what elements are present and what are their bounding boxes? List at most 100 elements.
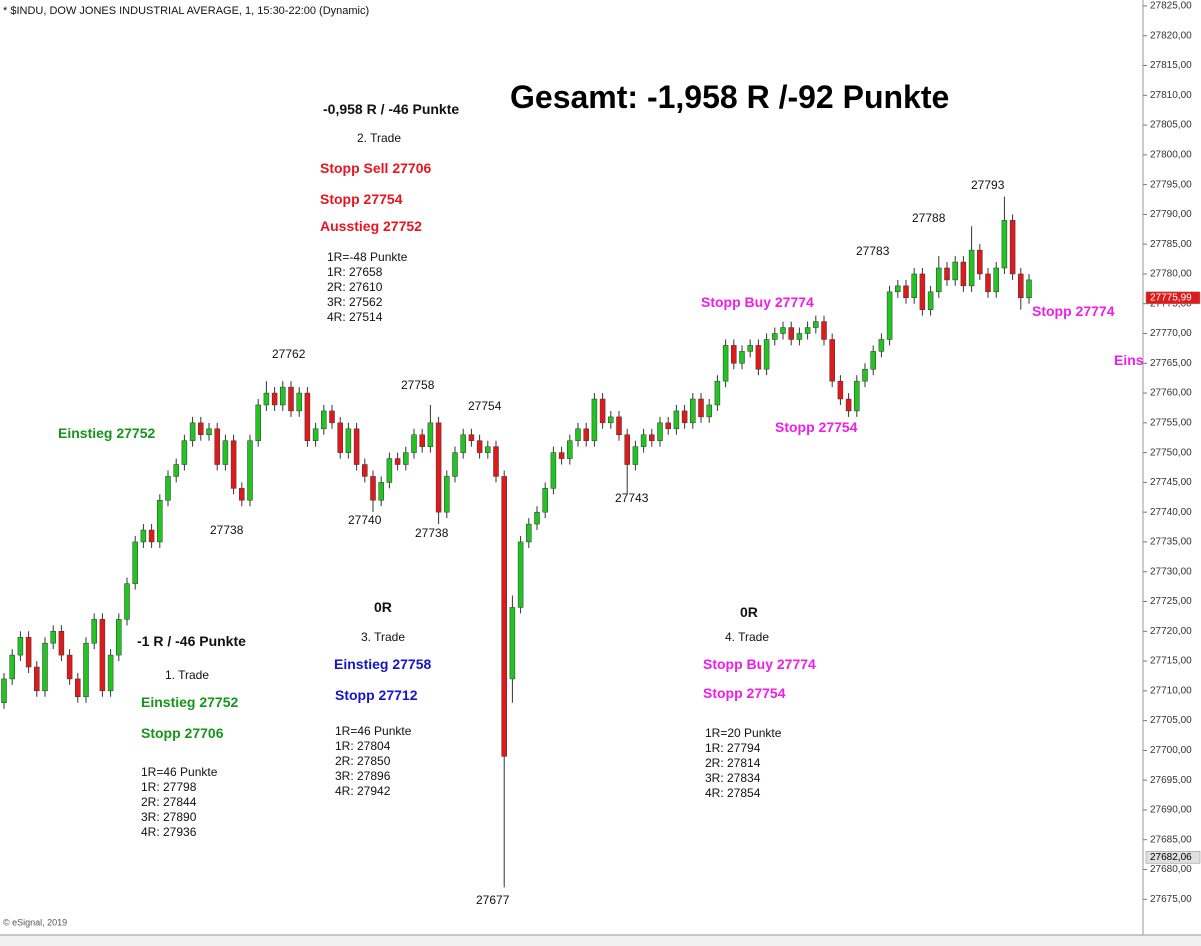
price-marker-label: 27775,99 bbox=[1150, 292, 1192, 303]
annotation: 4R: 27514 bbox=[327, 310, 383, 324]
candle-body bbox=[468, 434, 475, 441]
annotation: 27738 bbox=[210, 523, 244, 537]
candle-body bbox=[476, 440, 483, 453]
candle-body bbox=[280, 386, 286, 406]
candle-body bbox=[124, 583, 130, 620]
candle-body bbox=[813, 321, 819, 328]
candle-body bbox=[157, 500, 163, 543]
candle-body bbox=[296, 392, 302, 412]
annotation: 1. Trade bbox=[165, 668, 210, 682]
annotation: 3R: 27562 bbox=[327, 295, 383, 309]
annotation: Stopp 27754 bbox=[320, 191, 403, 207]
annotation: 3. Trade bbox=[361, 630, 406, 644]
candle-body bbox=[255, 404, 261, 441]
candle-body bbox=[862, 368, 868, 382]
candle-body bbox=[944, 267, 950, 281]
candle-body bbox=[132, 541, 138, 584]
candle-body bbox=[534, 511, 540, 525]
y-tick-label: 27820,00 bbox=[1150, 30, 1192, 41]
candle-body bbox=[886, 291, 893, 340]
candle-body bbox=[66, 654, 73, 680]
annotation: 27740 bbox=[348, 513, 382, 527]
candle-body bbox=[673, 410, 680, 430]
y-tick-label: 27755,00 bbox=[1150, 417, 1192, 428]
candle-body bbox=[977, 249, 983, 275]
candle-body bbox=[550, 452, 557, 489]
candle-body bbox=[337, 422, 343, 453]
candle-body bbox=[821, 321, 827, 340]
annotation: 27677 bbox=[476, 893, 510, 907]
annotation: 1R=46 Punkte bbox=[335, 724, 412, 738]
candle-body bbox=[599, 398, 606, 424]
y-tick-label: 27765,00 bbox=[1150, 358, 1192, 369]
candle-body bbox=[558, 452, 565, 459]
candle-body bbox=[189, 422, 196, 441]
y-tick-label: 27740,00 bbox=[1150, 507, 1192, 518]
candle-body bbox=[34, 666, 40, 692]
annotation: 27754 bbox=[468, 399, 502, 413]
y-tick-label: 27800,00 bbox=[1150, 149, 1192, 160]
candle-body bbox=[329, 410, 335, 424]
annotation: 27793 bbox=[971, 178, 1005, 192]
candle-body bbox=[353, 428, 360, 465]
candle-body bbox=[624, 434, 630, 465]
candle-body bbox=[517, 541, 524, 608]
y-tick-label: 27815,00 bbox=[1150, 60, 1192, 71]
price-marker bbox=[1145, 850, 1201, 864]
candle-body bbox=[763, 339, 770, 370]
candle-body bbox=[509, 607, 516, 680]
candle-body bbox=[575, 428, 581, 441]
annotation: Gesamt: -1,958 R /-92 Punkte bbox=[510, 79, 950, 115]
annotation: 4R: 27942 bbox=[335, 784, 391, 798]
candle-body bbox=[198, 422, 204, 435]
y-tick-label: 27805,00 bbox=[1150, 120, 1192, 131]
candle-body bbox=[657, 422, 663, 441]
annotation: 27738 bbox=[415, 526, 449, 540]
annotation: 27783 bbox=[856, 244, 890, 258]
candle-body bbox=[75, 678, 81, 698]
y-tick-label: 27785,00 bbox=[1150, 239, 1192, 250]
annotation: -1 R / -46 Punkte bbox=[137, 633, 246, 649]
candle-body bbox=[927, 291, 934, 310]
annotation: 27743 bbox=[615, 491, 649, 505]
y-tick-label: 27690,00 bbox=[1150, 805, 1192, 816]
candle-body bbox=[91, 619, 97, 644]
candle-body bbox=[616, 416, 622, 435]
candle-body bbox=[591, 398, 598, 441]
candle-body bbox=[99, 619, 106, 692]
y-tick-label: 27780,00 bbox=[1150, 269, 1192, 280]
annotation: Stopp Buy 27774 bbox=[701, 294, 814, 310]
candle-body bbox=[9, 654, 15, 680]
candle-body bbox=[222, 440, 229, 465]
candle-body bbox=[83, 642, 89, 698]
annotation: Stopp 27712 bbox=[335, 687, 418, 703]
candle-body bbox=[321, 410, 327, 430]
annotation: 4. Trade bbox=[725, 630, 770, 644]
candle-body bbox=[263, 392, 270, 406]
candle-body bbox=[714, 380, 721, 406]
candle-body bbox=[1018, 273, 1024, 299]
candle-body bbox=[42, 642, 48, 692]
candle-body bbox=[526, 523, 532, 543]
annotation: 1R: 27798 bbox=[141, 780, 197, 794]
y-tick-label: 27770,00 bbox=[1150, 328, 1192, 339]
annotation: 1R: 27794 bbox=[705, 741, 761, 755]
candle-body bbox=[50, 631, 56, 644]
annotation: Stopp Buy 27774 bbox=[703, 656, 816, 672]
candle-body bbox=[985, 273, 991, 293]
candle-body bbox=[542, 488, 548, 513]
annotation: 27758 bbox=[401, 378, 435, 392]
candle-body bbox=[690, 398, 696, 424]
y-tick-label: 27825,00 bbox=[1150, 1, 1192, 12]
y-tick-label: 27710,00 bbox=[1150, 685, 1192, 696]
candle-body bbox=[427, 422, 434, 447]
candle-body bbox=[919, 273, 926, 310]
y-tick-label: 27705,00 bbox=[1150, 715, 1192, 726]
candle-body bbox=[25, 636, 32, 668]
candle-body bbox=[837, 380, 844, 400]
annotation: Einstieg 27752 bbox=[141, 694, 239, 710]
footer: © eSignal, 2019 bbox=[3, 917, 67, 927]
candle-body bbox=[1026, 279, 1032, 299]
y-tick-label: 27715,00 bbox=[1150, 656, 1192, 667]
